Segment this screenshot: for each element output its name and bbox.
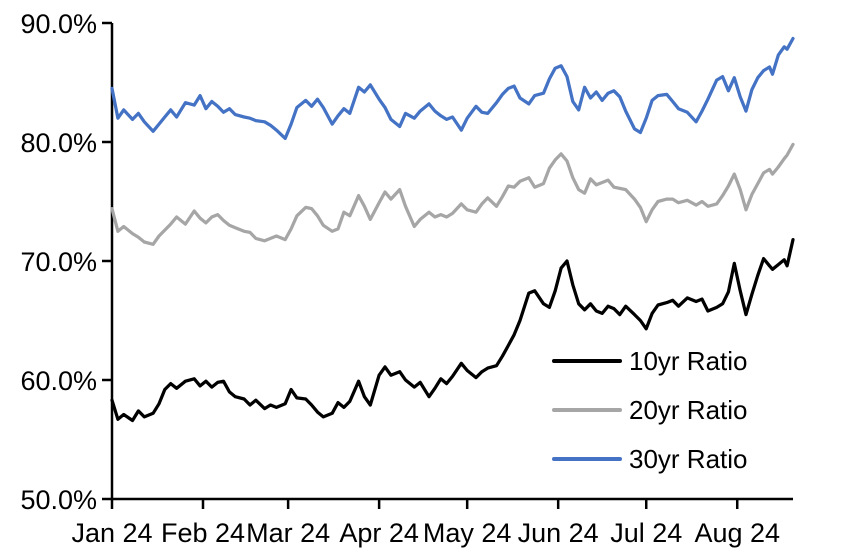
series-line-30yr-ratio	[110, 36, 795, 141]
x-axis-tick-label: Aug 24	[694, 518, 780, 548]
x-axis-tick-label: Jun 24	[518, 518, 599, 548]
legend-label-10yr: 10yr Ratio	[629, 345, 748, 376]
y-axis-tick-label: 70.0%	[20, 247, 97, 277]
legend-line-20yr-icon	[552, 407, 622, 412]
series-line-10yr-ratio	[110, 237, 795, 423]
legend-line-10yr-icon	[552, 358, 622, 363]
x-axis-tick-label: Jan 24	[71, 518, 152, 548]
y-axis-tick-label: 90.0%	[20, 9, 97, 39]
x-axis-tick-label: Mar 24	[246, 518, 330, 548]
legend-label-20yr: 20yr Ratio	[629, 394, 748, 425]
legend: 10yr Ratio 20yr Ratio 30yr Ratio	[552, 336, 748, 483]
series-line-20yr-ratio	[110, 142, 795, 246]
legend-line-30yr-icon	[552, 456, 622, 461]
legend-item-20yr: 20yr Ratio	[552, 385, 748, 434]
y-axis-tick-label: 80.0%	[20, 128, 97, 158]
x-axis-tick-label: Apr 24	[339, 518, 419, 548]
y-axis-tick-label: 50.0%	[20, 485, 97, 515]
legend-item-10yr: 10yr Ratio	[552, 336, 748, 385]
legend-item-30yr: 30yr Ratio	[552, 434, 748, 483]
x-axis-tick-label: May 24	[423, 518, 512, 548]
x-axis-tick-label: Jul 24	[610, 518, 682, 548]
x-axis-tick-label: Feb 24	[161, 518, 245, 548]
y-axis-tick-label: 60.0%	[20, 366, 97, 396]
legend-label-30yr: 30yr Ratio	[629, 443, 748, 474]
